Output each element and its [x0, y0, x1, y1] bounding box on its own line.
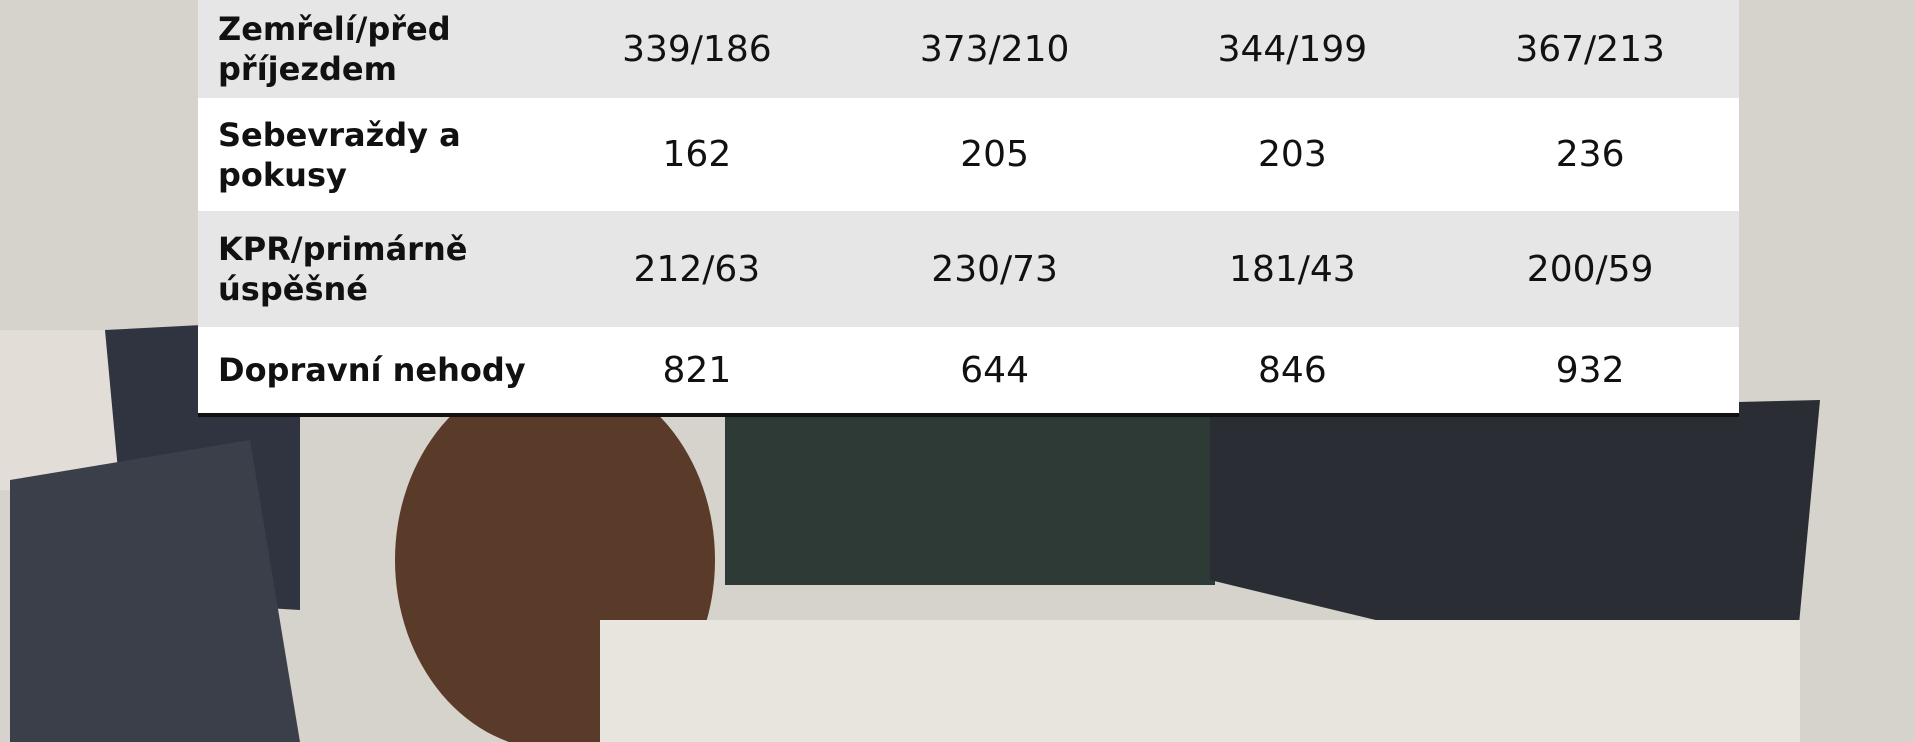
value-cell: 344/199 [1144, 0, 1442, 98]
value-cell: 230/73 [846, 211, 1144, 327]
value-cell: 846 [1144, 327, 1442, 415]
row-label: KPR/primárně úspěšné [218, 229, 548, 309]
monitor [10, 440, 300, 742]
value-cell: 162 [548, 98, 846, 211]
page: Zemřelí/před příjezdem339/186373/210344/… [0, 0, 1915, 742]
value-cell: 932 [1441, 327, 1739, 415]
value-cell: 200/59 [1441, 211, 1739, 327]
row-label-cell: Sebevraždy a pokusy [198, 98, 548, 211]
desk [600, 620, 1800, 742]
value-cell: 821 [548, 327, 846, 415]
value-cell: 644 [846, 327, 1144, 415]
value-cell: 203 [1144, 98, 1442, 211]
row-label-cell: Zemřelí/před příjezdem [198, 0, 548, 98]
value-cell: 373/210 [846, 0, 1144, 98]
row-label-cell: KPR/primárně úspěšné [198, 211, 548, 327]
value-cell: 339/186 [548, 0, 846, 98]
row-label: Dopravní nehody [218, 350, 526, 390]
row-label: Sebevraždy a pokusy [218, 115, 548, 195]
value-cell: 205 [846, 98, 1144, 211]
row-label: Zemřelí/před příjezdem [218, 9, 548, 89]
monitor [725, 415, 1215, 585]
row-label-cell: Dopravní nehody [198, 327, 548, 415]
value-cell: 236 [1441, 98, 1739, 211]
value-cell: 212/63 [548, 211, 846, 327]
value-cell: 367/213 [1441, 0, 1739, 98]
value-cell: 181/43 [1144, 211, 1442, 327]
